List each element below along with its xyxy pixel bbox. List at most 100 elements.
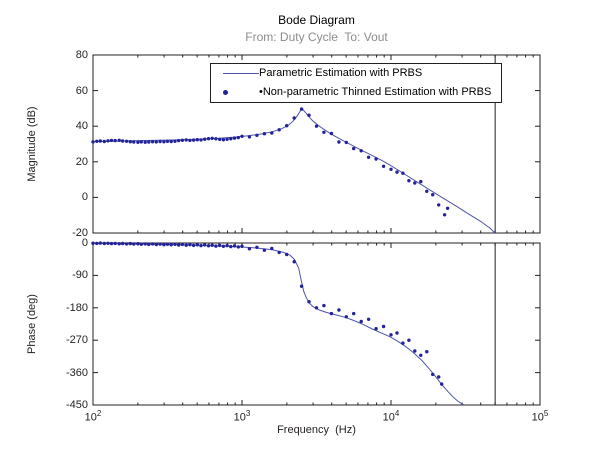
nonparametric-point-phase (374, 327, 378, 331)
nonparametric-point-magnitude (91, 140, 95, 144)
nonparametric-point-magnitude (389, 167, 393, 171)
y-tick-label: -450 (65, 399, 88, 411)
nonparametric-point-phase (419, 353, 423, 357)
nonparametric-point-phase (173, 242, 177, 246)
nonparametric-point-magnitude (277, 128, 281, 132)
nonparametric-point-phase (195, 243, 199, 247)
chart-subtitle: From: Duty Cycle To: Vout (245, 30, 388, 44)
nonparametric-point-magnitude (401, 171, 405, 175)
nonparametric-point-magnitude (98, 139, 103, 143)
nonparametric-point-phase (169, 243, 173, 247)
nonparametric-point-magnitude (206, 137, 211, 141)
dot-marker-icon (223, 90, 228, 95)
nonparametric-point-magnitude (442, 213, 447, 217)
nonparametric-point-phase (191, 243, 196, 248)
nonparametric-point-phase (132, 242, 136, 246)
nonparametric-point-phase (299, 284, 304, 288)
nonparametric-point-phase (262, 248, 267, 252)
nonparametric-point-phase (401, 341, 405, 345)
nonparametric-point-phase (150, 242, 155, 246)
nonparametric-point-magnitude (366, 155, 371, 159)
legend-label-parametric: Parametric Estimation with PRBS (259, 67, 423, 79)
nonparametric-point-phase (437, 375, 441, 379)
nonparametric-point-phase (389, 333, 393, 337)
nonparametric-point-magnitude (221, 138, 226, 142)
legend-item-parametric: Parametric Estimation with PRBS (211, 64, 501, 84)
nonparametric-point-phase (143, 242, 147, 246)
nonparametric-point-magnitude (247, 135, 252, 139)
nonparametric-point-magnitude (292, 116, 296, 120)
nonparametric-point-magnitude (158, 139, 162, 144)
nonparametric-point-phase (165, 242, 170, 246)
nonparametric-point-phase (221, 244, 226, 248)
nonparametric-point-magnitude (344, 140, 348, 145)
y-tick-label: 80 (75, 49, 88, 61)
nonparametric-point-magnitude (299, 107, 304, 111)
nonparametric-point-phase (440, 382, 444, 386)
nonparametric-point-phase (229, 244, 233, 249)
nonparametric-point-magnitude (199, 138, 203, 142)
nonparametric-point-magnitude (255, 133, 259, 137)
legend-item-nonparametric: •Non-parametric Thinned Estimation with … (211, 83, 501, 103)
y-tick-label: 60 (75, 84, 88, 97)
nonparametric-point-phase (128, 241, 132, 246)
nonparametric-point-magnitude (214, 137, 218, 141)
nonparametric-point-magnitude (374, 157, 378, 161)
nonparametric-point-phase (98, 241, 103, 245)
nonparametric-point-phase (366, 317, 371, 321)
nonparametric-point-magnitude (322, 130, 326, 134)
nonparametric-point-magnitude (419, 179, 423, 184)
magnitude-axis-label: Magnitude (dB) (26, 106, 38, 182)
y-tick-label: 0 (81, 237, 88, 249)
nonparametric-point-magnitude (147, 140, 151, 144)
nonparametric-point-phase (147, 242, 151, 247)
nonparametric-point-magnitude (180, 138, 185, 142)
nonparametric-point-magnitude (188, 138, 192, 143)
nonparametric-point-phase (277, 250, 281, 255)
nonparametric-point-magnitude (184, 138, 188, 142)
nonparametric-point-phase (395, 331, 399, 335)
y-tick-label: -270 (65, 334, 88, 347)
nonparametric-point-phase (232, 244, 237, 248)
nonparametric-point-phase (218, 243, 222, 248)
nonparametric-point-magnitude (154, 140, 158, 144)
nonparametric-point-phase (117, 242, 121, 246)
nonparametric-point-phase (247, 247, 252, 251)
nonparametric-point-phase (344, 315, 348, 319)
nonparametric-point-magnitude (229, 137, 233, 141)
parametric-line-phase (92, 242, 465, 406)
nonparametric-point-phase (322, 303, 326, 308)
nonparametric-point-phase (95, 241, 99, 246)
nonparametric-point-magnitude (413, 181, 417, 185)
phase-axis-label: Phase (deg) (26, 294, 38, 354)
nonparametric-point-phase (431, 372, 435, 377)
nonparametric-point-phase (206, 244, 211, 248)
nonparametric-point-phase (158, 242, 162, 246)
nonparametric-point-phase (352, 311, 356, 316)
nonparametric-point-phase (136, 242, 140, 246)
nonparametric-point-phase (154, 242, 158, 247)
nonparametric-point-phase (139, 242, 143, 246)
nonparametric-point-magnitude (425, 189, 429, 193)
nonparametric-point-magnitude (437, 203, 441, 207)
parametric-line-magnitude (92, 108, 496, 234)
nonparametric-point-phase (270, 246, 274, 251)
nonparametric-point-magnitude (314, 124, 319, 128)
nonparametric-point-phase (236, 245, 240, 249)
nonparametric-point-phase (407, 338, 411, 342)
nonparametric-point-phase (255, 245, 259, 249)
nonparametric-point-magnitude (169, 139, 173, 144)
nonparametric-point-phase (188, 242, 192, 247)
nonparametric-point-phase (329, 311, 334, 316)
nonparametric-point-magnitude (173, 139, 177, 143)
nonparametric-point-phase (240, 244, 244, 248)
nonparametric-point-phase (203, 243, 207, 247)
nonparametric-point-magnitude (150, 140, 155, 144)
phase-plot-box (92, 242, 541, 406)
nonparametric-point-magnitude (106, 139, 110, 143)
nonparametric-point-phase (184, 243, 188, 247)
nonparametric-point-phase (177, 243, 181, 247)
nonparametric-point-phase (214, 244, 218, 248)
nonparametric-point-magnitude (359, 149, 363, 153)
